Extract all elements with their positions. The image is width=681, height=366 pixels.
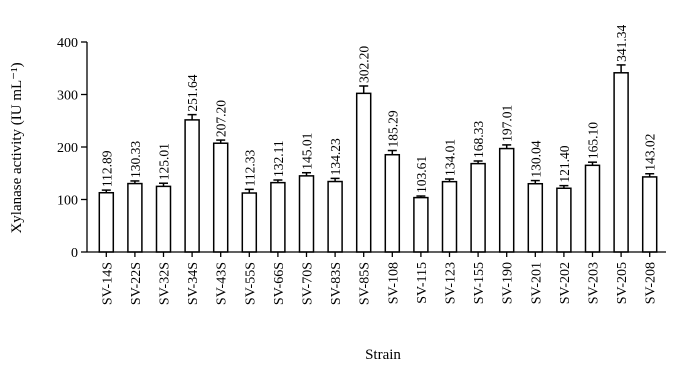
x-tick-label: SV-34S <box>186 262 201 305</box>
y-tick-label: 0 <box>71 246 78 261</box>
data-label: 121.40 <box>557 145 572 182</box>
data-label: 185.29 <box>385 110 400 147</box>
y-tick-label: 400 <box>57 36 78 51</box>
bar <box>384 153 401 253</box>
error-bar <box>645 173 655 177</box>
bar-series: 112.89 130.33 125.01 251.64 207.20 112.33 132.… <box>98 25 658 253</box>
x-tick-label: SV-22S <box>129 262 144 305</box>
bar <box>98 191 115 253</box>
data-label: 134.01 <box>443 139 458 176</box>
x-tick-label: SV-55S <box>243 262 258 305</box>
data-label: 143.02 <box>643 134 658 171</box>
x-tick-label: SV-108 <box>386 262 401 304</box>
x-tick-label: SV-190 <box>501 262 516 304</box>
bar <box>212 142 229 253</box>
data-label: 132.11 <box>271 140 286 177</box>
bar <box>355 92 372 253</box>
error-bar <box>445 178 454 182</box>
x-tick-label: SV-85S <box>358 262 373 305</box>
y-tick-label: 100 <box>57 194 78 209</box>
error-bar <box>273 179 283 183</box>
x-tick-label: SV-155 <box>472 262 487 304</box>
error-bar <box>159 182 168 187</box>
x-tick-label: SV-202 <box>558 262 573 304</box>
error-bar <box>101 189 111 193</box>
error-bar <box>387 149 397 155</box>
bar <box>527 182 544 253</box>
error-bar <box>588 161 597 166</box>
data-label: 130.33 <box>128 141 143 178</box>
error-bar <box>616 64 626 73</box>
data-label: 168.33 <box>471 121 486 158</box>
error-bar <box>473 160 483 164</box>
bar <box>613 72 629 253</box>
bar <box>127 182 143 253</box>
bar <box>155 185 172 253</box>
x-tick-label: SV-66S <box>272 262 287 305</box>
error-bar <box>416 195 426 198</box>
data-label: 197.01 <box>500 105 515 142</box>
data-label: 125.01 <box>157 143 172 180</box>
error-bar <box>216 139 226 144</box>
y-tick-label: 200 <box>57 141 78 156</box>
bar <box>184 119 200 253</box>
data-label: 134.23 <box>328 138 343 175</box>
x-tick-label: SV-115 <box>415 262 430 304</box>
data-label: 130.04 <box>528 140 543 177</box>
bar <box>641 176 658 253</box>
error-bar <box>359 85 369 94</box>
x-axis-title: Strain <box>365 347 401 363</box>
x-tick-label: SV-70S <box>301 262 316 305</box>
data-label: 165.10 <box>586 122 601 159</box>
data-label: 112.33 <box>242 149 257 186</box>
error-bar <box>530 179 540 184</box>
data-label: 145.01 <box>300 133 315 170</box>
data-label: 207.20 <box>214 100 229 137</box>
bar <box>327 180 343 253</box>
bar <box>270 181 286 253</box>
y-axis-title: Xylanase activity (IU mL⁻¹) <box>9 62 25 233</box>
error-bar <box>302 171 311 176</box>
x-tick-label: SV-32S <box>158 262 173 305</box>
x-tick-label: SV-203 <box>587 262 602 304</box>
x-tick-label: SV-83S <box>329 262 344 305</box>
data-label: 112.89 <box>99 150 114 187</box>
error-bar <box>187 113 197 120</box>
error-bar <box>244 188 254 194</box>
x-tick-label: SV-205 <box>615 262 630 304</box>
bar <box>241 192 258 253</box>
data-label: 103.61 <box>414 156 429 193</box>
bar <box>470 162 486 253</box>
x-axis: SV-14S SV-22S SV-32S SV-34S SV-43S SV-55S SV-6… <box>87 251 666 305</box>
bar <box>584 164 601 253</box>
bar <box>498 147 515 253</box>
bar <box>413 196 429 253</box>
y-tick-label: 300 <box>57 89 78 104</box>
x-tick-label: SV-201 <box>529 262 544 304</box>
x-tick-label: SV-14S <box>100 262 115 305</box>
x-tick-label: SV-208 <box>644 262 659 304</box>
x-tick-label: SV-43S <box>215 262 230 305</box>
error-bar <box>330 177 340 182</box>
bar <box>298 175 315 253</box>
y-axis: 0 100 200 300 400 <box>57 36 88 261</box>
bar <box>441 180 458 253</box>
x-tick-label: SV-123 <box>444 262 459 304</box>
data-label: 251.64 <box>185 74 200 111</box>
error-bar <box>130 180 140 184</box>
error-bar <box>502 144 512 149</box>
data-label: 341.34 <box>614 25 629 62</box>
error-bar <box>559 184 569 189</box>
bar <box>556 187 572 253</box>
data-label: 302.20 <box>357 46 372 83</box>
